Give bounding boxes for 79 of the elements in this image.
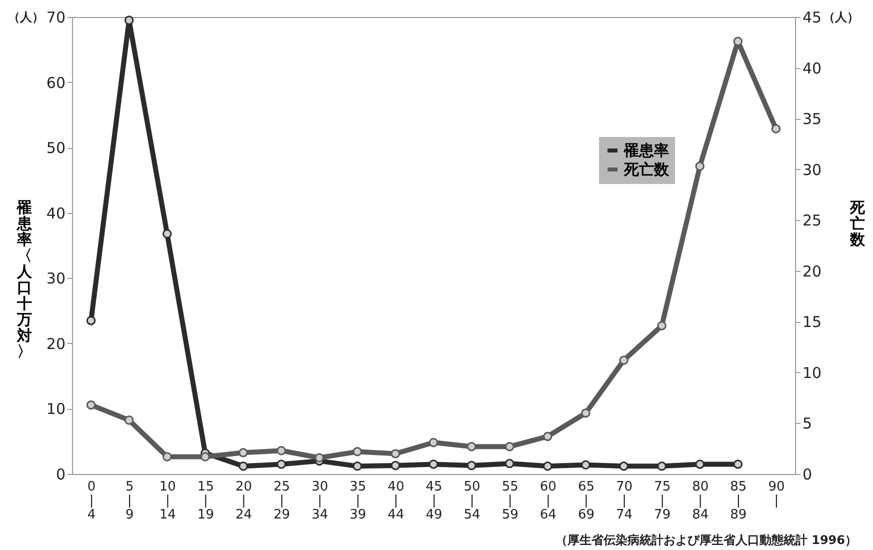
y2-tick-label: 5: [802, 414, 812, 433]
x-tick-label: 0 | 4: [87, 480, 96, 522]
x-tick-label: 80 | 84: [692, 480, 709, 522]
point: [771, 124, 781, 134]
x-tick-label: 65 | 69: [578, 480, 594, 522]
y2-tick-label: 45: [802, 8, 822, 26]
point: [657, 462, 666, 471]
point: [276, 446, 286, 456]
y-tick-label: 50: [46, 139, 66, 158]
point: [200, 452, 210, 462]
point: [733, 36, 743, 46]
text: （人）: [823, 10, 859, 24]
x-tick-label: 25 | 29: [274, 480, 290, 522]
y-tick-label: 20: [46, 334, 66, 353]
y2-tick-label: 35: [802, 110, 822, 128]
point: [543, 432, 552, 442]
y-tick-label: 0: [56, 466, 66, 484]
y2-tick-label: 25: [802, 212, 822, 230]
x-tick-label: 55 | 59: [502, 480, 518, 522]
x-tick-label: 35 | 39: [350, 480, 366, 522]
point: [657, 321, 666, 330]
y2-tick-label: 15: [802, 313, 822, 332]
y-tick-label: 60: [46, 74, 66, 92]
legend-label: 死亡数: [623, 160, 670, 178]
y2-tick-label: 0: [802, 466, 812, 484]
point: [619, 462, 628, 471]
point: [390, 460, 400, 470]
point: [695, 460, 704, 469]
legend-label: 罹患率: [623, 142, 669, 160]
y2-tick-label: 30: [802, 160, 822, 179]
point: [428, 438, 438, 448]
y2-tick-label: 40: [802, 59, 822, 78]
y2-axis-title: 死亡数: [849, 198, 866, 248]
point: [352, 447, 362, 456]
point: [86, 316, 96, 326]
y-tick-label: 30: [46, 270, 66, 288]
x-tick-label: 15 | 19: [197, 480, 214, 522]
x-tick-label: 20 | 24: [235, 480, 252, 522]
x-tick-label: 60 | 64: [540, 480, 556, 522]
point: [619, 356, 628, 365]
x-tick-label: 85 | 89: [730, 480, 747, 522]
point: [352, 462, 362, 471]
point: [733, 460, 743, 469]
point: [124, 416, 134, 425]
point: [162, 452, 172, 462]
text: （人）: [8, 10, 44, 24]
point: [238, 448, 248, 458]
point: [466, 442, 476, 452]
x-tick-label: 40 | 44: [388, 480, 404, 522]
x-tick-label: 90 |: [768, 480, 785, 508]
x-tick-label: 45 | 49: [426, 480, 442, 522]
point: [124, 16, 134, 25]
point: [695, 162, 704, 171]
point: [504, 442, 514, 452]
x-tick-label: 70 | 74: [616, 480, 633, 522]
y2-tick-label: 10: [802, 364, 822, 382]
point: [466, 460, 476, 470]
y-tick-label: 10: [46, 400, 66, 418]
y-tick-label: 40: [46, 204, 66, 222]
x-tick-label: 5 | 9: [125, 480, 134, 522]
point: [314, 453, 324, 462]
point: [390, 449, 400, 458]
text: （厚生省伝染病統計および厚生省人口動態統計 1996）: [555, 533, 857, 547]
point: [543, 462, 552, 471]
y-tick-label: 70: [46, 8, 66, 26]
point: [504, 458, 514, 468]
point: [276, 460, 286, 469]
x-tick-label: 30 | 34: [312, 480, 328, 522]
y2-tick-label: 20: [802, 262, 822, 280]
point: [581, 408, 590, 418]
x-tick-label: 50 | 54: [464, 480, 480, 522]
text: 罹患率〈人口十万対〉: [17, 198, 32, 360]
point: [86, 400, 96, 410]
point: [581, 460, 590, 470]
point: [162, 229, 172, 238]
point: [238, 462, 248, 471]
x-tick-label: 10 | 14: [159, 480, 176, 522]
point: [428, 460, 438, 469]
x-tick-label: 75 | 79: [654, 480, 671, 522]
